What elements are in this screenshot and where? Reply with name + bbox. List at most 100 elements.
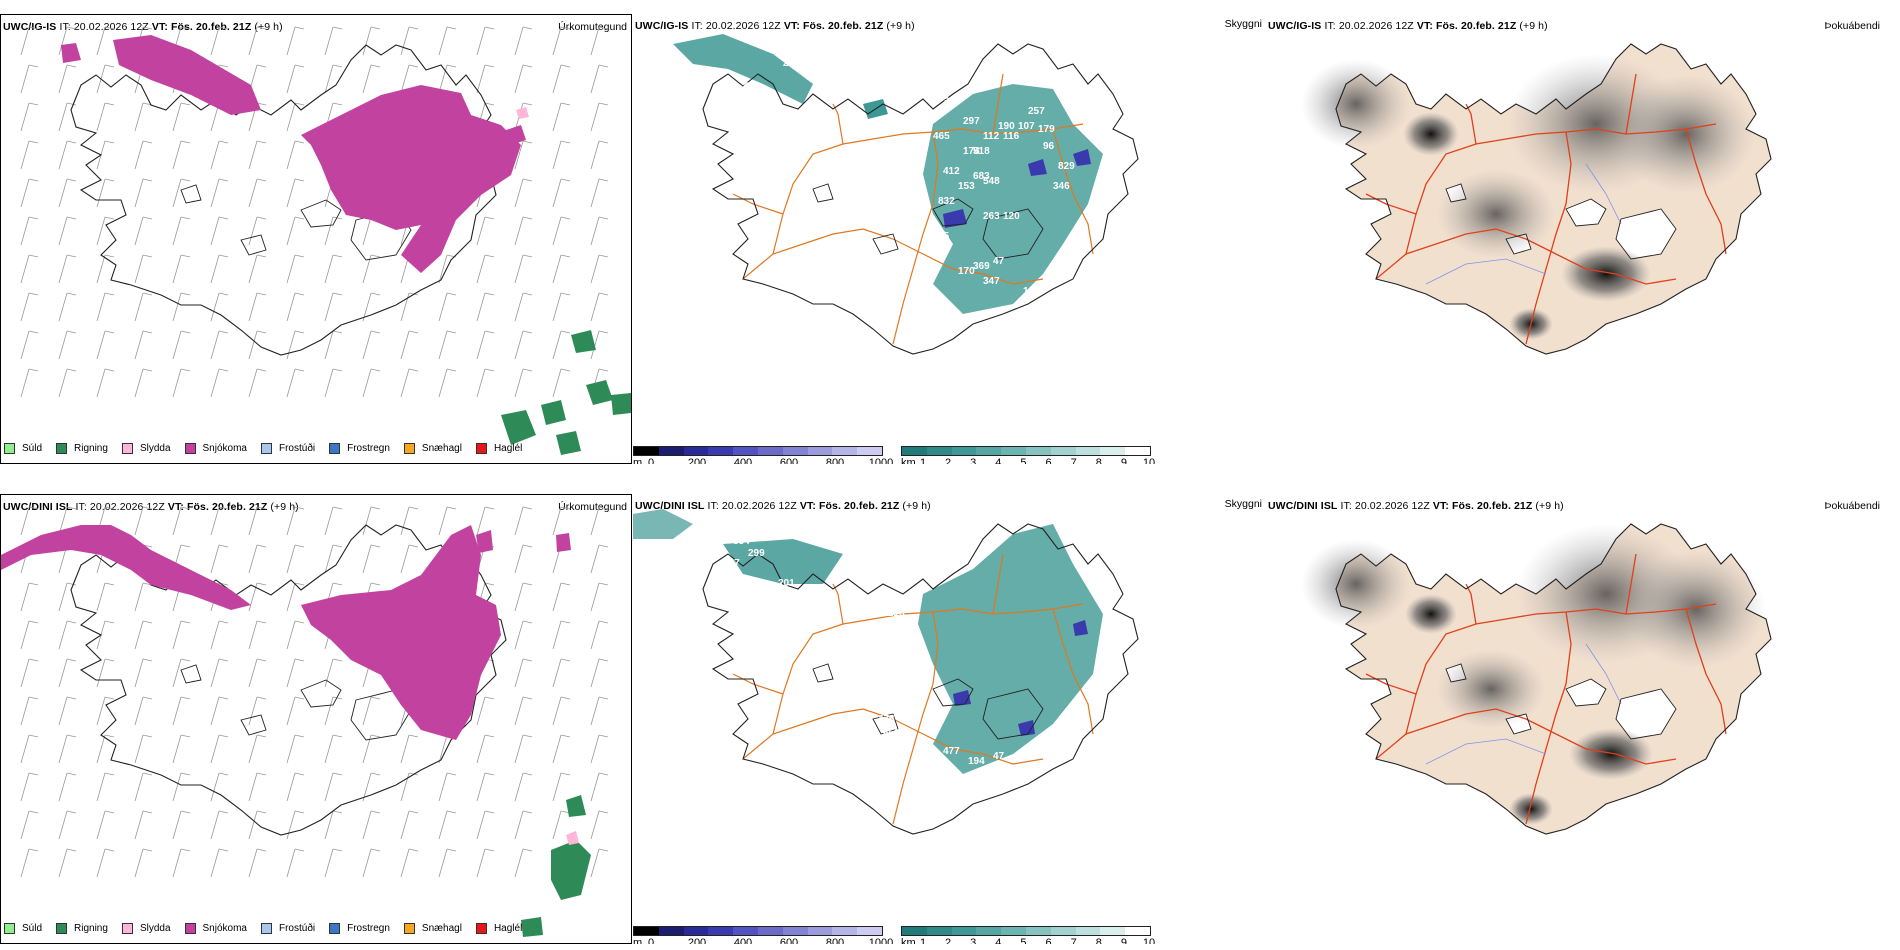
ceiling-value-label: 275 (933, 94, 950, 105)
legend-label: Frostregn (347, 442, 390, 454)
low-visibility-area (673, 34, 1103, 314)
lead-time: (+9 h) (886, 20, 915, 32)
lead-time: (+9 h) (1519, 20, 1548, 32)
colorbar-tick: 5 (1020, 457, 1027, 464)
ceiling-value-label: 190 (998, 121, 1015, 132)
vt-value: Fös. 20.feb. 21Z (170, 21, 252, 33)
colorbar-blocks (901, 446, 1151, 456)
legend-item: Slydda (121, 922, 171, 934)
colorbar-tick: 400 (733, 457, 753, 464)
panel-title: Skyggni (1224, 498, 1262, 510)
panel-title: Þokuábendi (1824, 500, 1880, 512)
colorbar-tick: 7 (1070, 937, 1077, 944)
ceiling-value-label: 144 (888, 626, 905, 637)
ceiling-value-label: 335 (953, 786, 970, 797)
it-value: 20.02.2026 12Z (1338, 20, 1414, 32)
it-label: IT: (707, 500, 719, 512)
ceiling-value-label: 194 (968, 756, 985, 767)
it-label: IT: (1340, 500, 1352, 512)
vt-value: Fös. 20.feb. 21Z (187, 501, 268, 513)
legend-label: Rigning (74, 922, 108, 934)
road-network (1365, 73, 1727, 345)
ceiling-value-label: 207 (723, 558, 740, 569)
colorbar-tick: 2 (945, 457, 952, 464)
colorbar-unit: m (633, 937, 643, 944)
model-name: UWC/DINI ISL (3, 501, 73, 513)
legend-swatch (56, 922, 68, 934)
ceiling-value-label: 241 (983, 786, 1000, 797)
legend-item: Snæhagl (403, 922, 462, 934)
legend-label: Snæhagl (421, 442, 462, 454)
model-name: UWC/DINI ISL (1268, 500, 1338, 512)
colorbar-tick: 0 (647, 457, 655, 464)
ceiling-value-label: 174 (963, 146, 980, 157)
ceiling-value-label: 228 (878, 591, 895, 602)
legend-item: Frostúði (260, 442, 316, 454)
legend-swatch (260, 442, 272, 454)
panel-header: UWC/IG-IS IT: 20.02.2026 12Z VT: Fös. 20… (3, 21, 283, 33)
legend-swatch (4, 442, 15, 454)
ceiling-value-label: 203 (888, 646, 905, 657)
wind-barbs (20, 26, 609, 398)
colorbar-tick: 0 (647, 937, 655, 944)
low-visibility-area (633, 509, 1103, 774)
ceiling-value-label: 460 (903, 604, 920, 615)
ceiling-value-label: 213 (888, 608, 905, 619)
ceiling-value-label: 465 (933, 131, 950, 142)
snow-area (1, 525, 571, 740)
it-value: 20.02.2026 12Z (73, 21, 149, 33)
ceiling-value-label: 304 (893, 686, 910, 697)
ceiling-value-label: 297 (963, 116, 980, 127)
iceland-outline (1335, 43, 1772, 355)
colorbar-tick: 10 (1142, 457, 1156, 464)
legend-item: Slydda (121, 442, 171, 454)
ceiling-value-label: 369 (973, 261, 990, 272)
ceiling-value-label: 45 (743, 81, 755, 92)
colorbar-tick: 1000 (868, 937, 894, 944)
panel-title: Skyggni (1224, 18, 1262, 30)
ceiling-value-label: 181 (888, 636, 905, 647)
legend-item: Snæhagl (403, 442, 462, 454)
ceiling-value-label: 227 (793, 598, 810, 609)
it-label: IT: (1324, 20, 1336, 32)
panel-header: UWC/IG-IS IT: 20.02.2026 12Z VT: Fös. 20… (1268, 20, 1548, 32)
legend-label: Snæhagl (421, 922, 462, 934)
legend-label: Frostregn (347, 922, 390, 934)
vt-value: Fös. 20.feb. 21Z (802, 20, 884, 32)
colorbar-tick: 200 (687, 457, 707, 464)
legend-item: Haglél (475, 922, 522, 934)
legend-swatch (4, 922, 15, 934)
panel-header: UWC/IG-IS IT: 20.02.2026 12Z VT: Fös. 20… (635, 20, 915, 32)
fog-shading (1301, 524, 1766, 825)
colorbar-tick: 4 (995, 457, 1002, 464)
wind-barbs (20, 506, 609, 878)
ceiling-value-label: 470 (853, 604, 870, 615)
ceiling-value-label: 47 (993, 751, 1005, 762)
legend-swatch (329, 442, 341, 454)
model-name: UWC/IG-IS (635, 20, 689, 32)
ceiling-value-label: 35 (938, 231, 950, 242)
legend-label: Frostúði (278, 442, 316, 454)
legend-item: Rigning (56, 442, 108, 454)
iceland-outline (1335, 523, 1772, 835)
fog-panel-top: UWC/IG-IS IT: 20.02.2026 12Z VT: Fös. 20… (1266, 14, 1900, 464)
legend-label: Snjókoma (202, 922, 247, 934)
colorbar-tick: 4 (995, 937, 1002, 944)
vt-label: VT: (799, 500, 816, 512)
ceiling-value-label: 683 (973, 171, 990, 182)
colorbar-tick: 600 (779, 457, 799, 464)
legend-swatch (403, 922, 415, 934)
it-value: 20.02.2026 12Z (1354, 500, 1430, 512)
iceland-outline (702, 43, 1139, 355)
colorbar-tick: 2 (945, 937, 952, 944)
lead-time: (+9 h) (254, 21, 283, 33)
legend-swatch (329, 922, 341, 934)
precip-legend: Súld Rigning Slydda Snjókoma Frostúði Frostre… (4, 437, 534, 459)
ceiling-value-label: 163 (1023, 286, 1040, 297)
it-label: IT: (691, 20, 703, 32)
legend-swatch (260, 922, 272, 934)
ceiling-value-label: 518 (973, 146, 990, 157)
ceiling-value-label: 242 (893, 698, 910, 709)
